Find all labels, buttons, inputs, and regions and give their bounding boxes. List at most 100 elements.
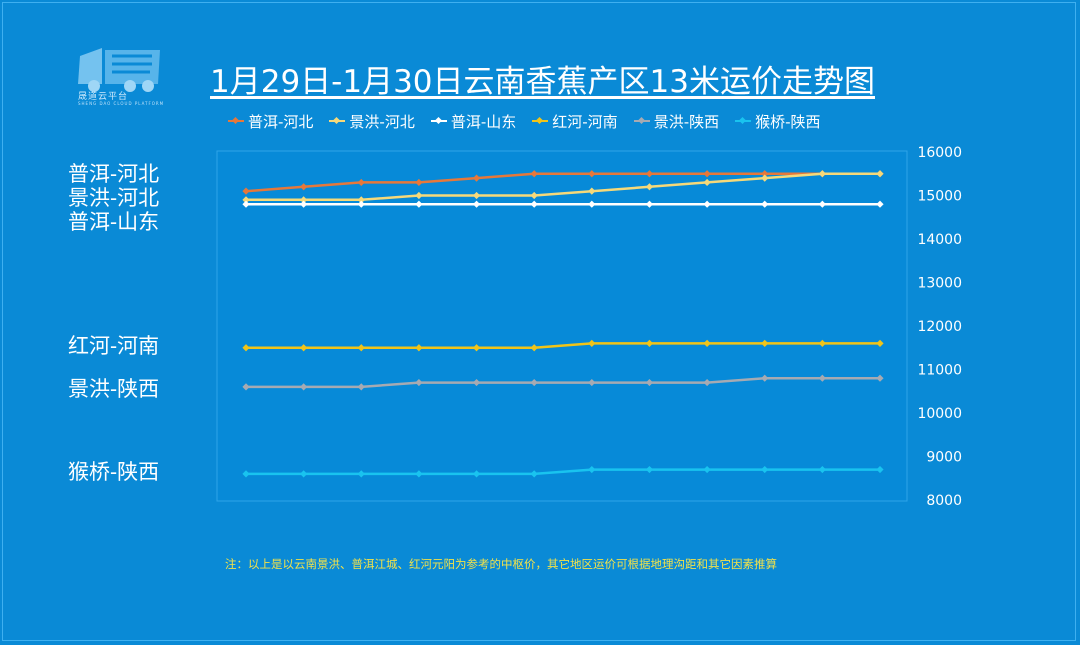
data-point [876, 465, 884, 474]
data-point [242, 187, 250, 195]
data-point [703, 465, 711, 474]
data-point [588, 465, 596, 474]
series-line [246, 376, 880, 389]
data-point [645, 378, 654, 387]
data-point [588, 339, 596, 347]
data-point [530, 378, 538, 387]
legend-swatch [228, 116, 244, 126]
data-point [588, 200, 596, 208]
side-label-jinghong-shaanxi: 景洪-陕西 [68, 377, 160, 401]
series-line [246, 172, 880, 202]
legend-item: 普洱-山东 [430, 111, 517, 131]
legend-swatch [329, 116, 346, 126]
data-point [472, 470, 481, 478]
series-lines [242, 170, 884, 478]
legend-swatch [532, 116, 549, 126]
data-point [357, 196, 365, 204]
data-point [300, 183, 308, 191]
series-group [242, 374, 884, 391]
data-point [761, 174, 769, 182]
data-point [530, 470, 538, 478]
data-point [761, 374, 769, 382]
data-point [472, 378, 481, 387]
side-label-puer-hebei: 普洱-河北 [68, 162, 160, 186]
y-tick-label: 8000 [926, 493, 962, 509]
data-point [300, 470, 308, 478]
series-group [242, 465, 884, 478]
series-line [246, 468, 880, 476]
series-group [242, 170, 884, 204]
side-label-houqiao-shaanxi: 猴桥-陕西 [68, 460, 160, 484]
legend-item: 红河-河南 [532, 111, 618, 131]
data-point [876, 374, 884, 382]
y-tick-label: 10000 [917, 406, 962, 422]
logo-subtitle: SHENG DAO CLOUD PLATFORM [78, 101, 165, 106]
data-point [415, 344, 423, 352]
data-point [530, 170, 538, 178]
data-point [415, 200, 423, 208]
data-point [645, 170, 654, 178]
chart-legend: 普洱-河北 景洪-河北 普洱-山东 红河-河南 景洪-陕西 猴桥-陕西 [228, 111, 821, 131]
data-point [242, 383, 250, 391]
y-tick-label: 15000 [917, 189, 962, 205]
data-point [761, 170, 769, 178]
truck-logo-icon [78, 48, 160, 92]
legend-label: 红河-河南 [552, 112, 618, 131]
series-group [242, 339, 884, 352]
data-point [645, 200, 654, 208]
legend-swatch [633, 116, 650, 126]
data-point [472, 200, 481, 208]
series-line [245, 172, 880, 193]
logo-name: 晟道云平台 [78, 92, 129, 102]
data-point [357, 200, 365, 208]
data-point [645, 183, 654, 191]
data-point [357, 470, 365, 478]
legend-item: 猴桥-陕西 [735, 111, 821, 131]
data-point [761, 200, 769, 208]
data-point [876, 339, 884, 347]
data-point [818, 200, 826, 208]
data-point [242, 196, 250, 204]
data-point [242, 344, 250, 352]
data-point [242, 200, 250, 208]
data-point [703, 170, 711, 178]
data-point [645, 339, 654, 347]
data-point [415, 191, 423, 200]
data-point [300, 196, 308, 204]
data-point [472, 174, 481, 182]
data-point [703, 178, 711, 187]
data-point [818, 465, 826, 474]
legend-label: 普洱-河北 [248, 112, 314, 131]
legend-label: 景洪-陕西 [653, 112, 720, 131]
data-point [818, 374, 826, 382]
series-group [242, 200, 884, 208]
legend-swatch [735, 116, 752, 126]
y-tick-label: 13000 [917, 276, 962, 292]
legend-label: 景洪-河北 [349, 112, 415, 131]
data-point [300, 344, 308, 352]
chart-title: 1月29日-1月30日云南香蕉产区13米运价走势图 [210, 64, 875, 100]
legend-item: 普洱-河北 [228, 111, 313, 131]
data-point [300, 200, 308, 208]
y-tick-label: 16000 [917, 145, 962, 161]
data-point [588, 170, 596, 178]
side-label-puer-shandong: 普洱-山东 [68, 210, 160, 234]
legend-label: 普洱-山东 [450, 112, 517, 131]
legend-item: 景洪-河北 [329, 111, 415, 131]
data-point [530, 200, 538, 208]
legend-swatch [430, 116, 447, 126]
data-point [703, 378, 711, 387]
data-point [876, 170, 884, 178]
data-point [472, 191, 481, 200]
data-point [357, 344, 365, 352]
data-point [703, 339, 711, 347]
data-point [761, 465, 769, 474]
data-point [761, 339, 769, 347]
data-point [415, 178, 423, 187]
data-point [818, 339, 826, 347]
y-tick-label: 12000 [917, 319, 962, 335]
y-tick-label: 14000 [917, 232, 962, 248]
data-point [530, 191, 538, 200]
data-point [703, 200, 711, 208]
